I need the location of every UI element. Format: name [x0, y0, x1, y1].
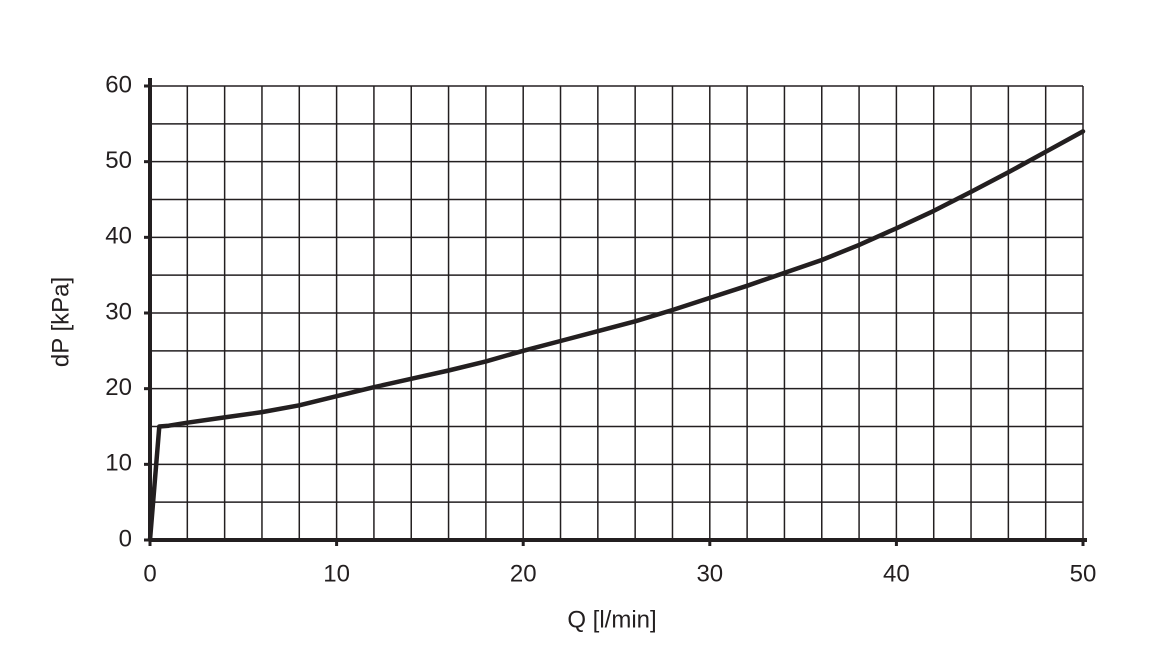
- y-tick-label: 30: [105, 298, 132, 325]
- x-tick-label: 40: [883, 560, 910, 587]
- y-tick-label: 50: [105, 147, 132, 174]
- x-tick-label: 20: [510, 560, 537, 587]
- x-tick-label: 50: [1070, 560, 1097, 587]
- data-line: [147, 129, 1086, 543]
- y-tick-label: 20: [105, 374, 132, 401]
- x-axis-label: Q [l/min]: [567, 606, 656, 633]
- x-tick-label: 10: [323, 560, 350, 587]
- x-tick-label: 0: [143, 560, 156, 587]
- y-tick-label: 0: [119, 525, 132, 552]
- y-tick-label: 40: [105, 223, 132, 250]
- y-tick-label: 60: [105, 71, 132, 98]
- y-axis-label: dP [kPa]: [47, 277, 74, 367]
- x-tick-label: 30: [696, 560, 723, 587]
- y-tick-label: 10: [105, 450, 132, 477]
